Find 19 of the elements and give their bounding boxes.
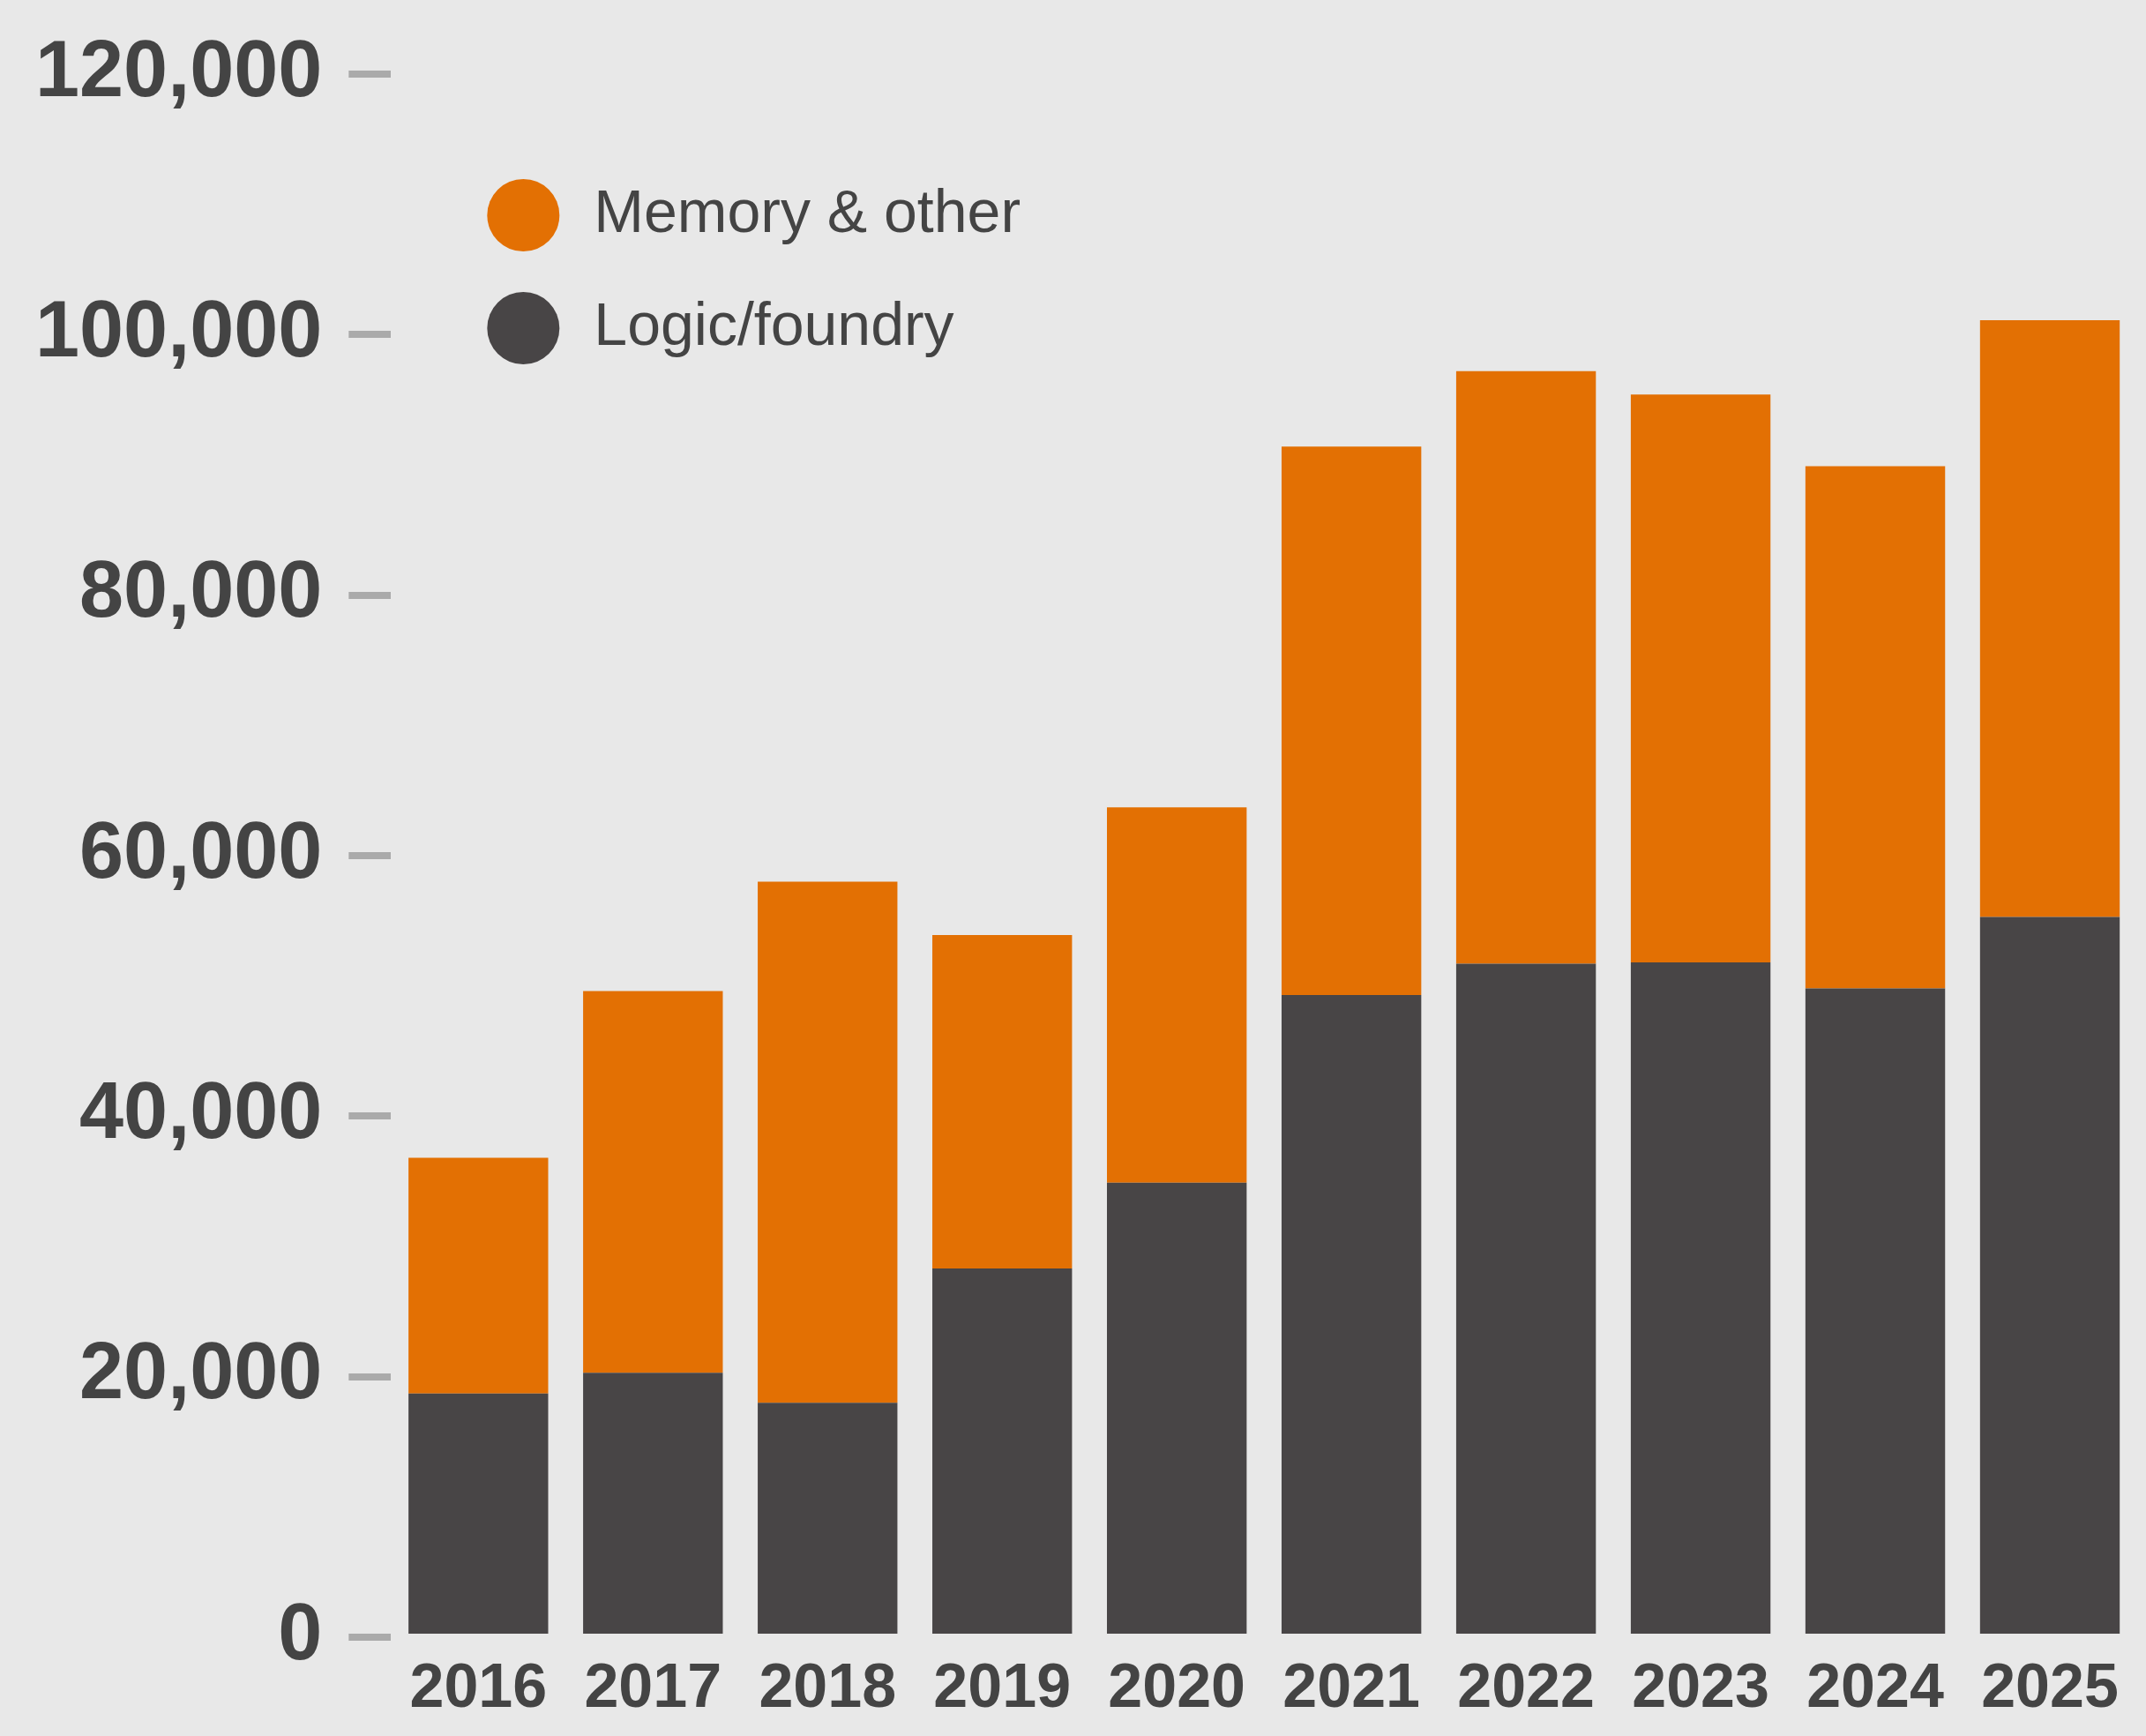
legend-label: Logic/foundry (594, 289, 954, 357)
x-tick-label: 2020 (1108, 1651, 1246, 1721)
y-tick-label: 100,000 (35, 285, 323, 374)
x-tick-label: 2019 (933, 1651, 1072, 1721)
x-tick-label: 2025 (1981, 1651, 2119, 1721)
x-tick-label: 2024 (1806, 1651, 1944, 1721)
x-tick-label: 2018 (759, 1651, 897, 1721)
y-tick-label: 80,000 (79, 545, 323, 634)
y-tick-label: 60,000 (79, 805, 323, 894)
y-tick-label: 40,000 (79, 1066, 323, 1156)
x-tick-label: 2023 (1632, 1651, 1769, 1721)
x-tick-label: 2022 (1457, 1651, 1595, 1721)
y-tick-label: 20,000 (79, 1327, 323, 1416)
y-tick-label: 120,000 (35, 24, 323, 113)
y-tick-label: 0 (278, 1587, 323, 1676)
x-tick-label: 2017 (584, 1651, 722, 1721)
x-tick-label: 2016 (409, 1651, 548, 1721)
legend-label: Memory & other (594, 176, 1021, 244)
x-tick-label: 2021 (1282, 1651, 1421, 1721)
